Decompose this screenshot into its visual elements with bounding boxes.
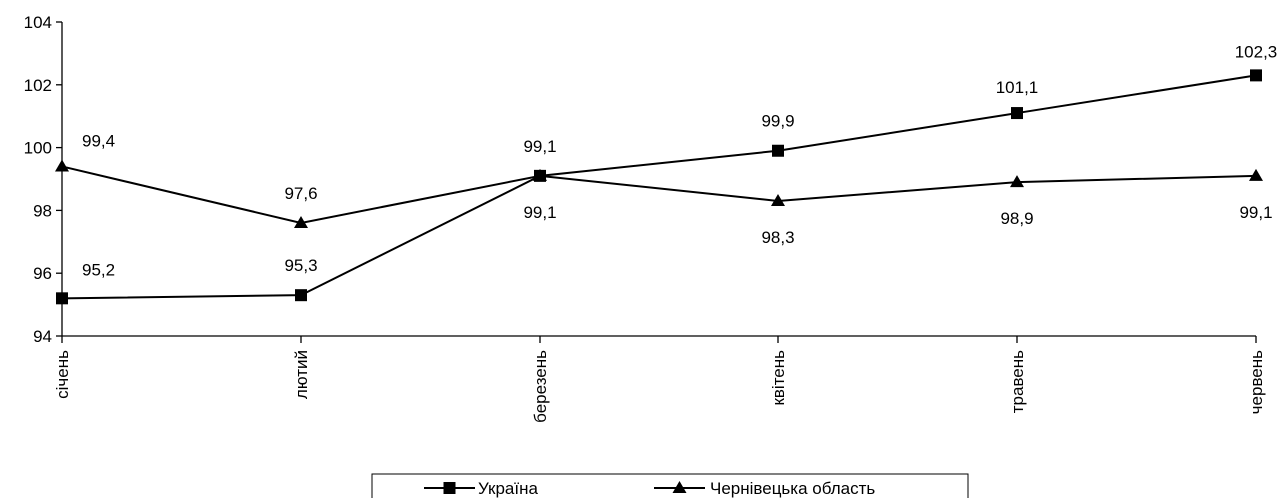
series-1-point bbox=[1010, 175, 1024, 188]
data-labels-layer: 95,2 95,3 99,1 99,9 101,1 102,3 99,4 97,6 99,1 98… bbox=[82, 42, 1277, 279]
series-0-point bbox=[56, 292, 68, 305]
series-1-point bbox=[294, 215, 308, 228]
y-tick-label: 96 bbox=[33, 264, 52, 283]
x-tick-label: березень bbox=[531, 350, 550, 423]
y-tick-label: 98 bbox=[33, 201, 52, 220]
x-tick-label: червень bbox=[1247, 350, 1266, 414]
legend-entry: Чернівецька область bbox=[710, 479, 875, 498]
data-label: 95,3 bbox=[284, 256, 317, 275]
series-layer bbox=[55, 69, 1263, 305]
y-tick-label: 104 bbox=[24, 13, 52, 32]
data-label: 98,9 bbox=[1000, 209, 1033, 228]
axes bbox=[61, 22, 1256, 337]
data-label: 102,3 bbox=[1235, 42, 1278, 61]
data-label: 99,1 bbox=[1239, 203, 1272, 222]
x-tick-label: січень bbox=[53, 350, 72, 399]
legend: Україна Чернівецька область bbox=[371, 473, 969, 498]
legend-entry: Україна bbox=[478, 479, 538, 498]
legend-marker bbox=[443, 482, 456, 494]
y-tick-label: 94 bbox=[33, 327, 52, 346]
series-line-0 bbox=[61, 74, 1257, 300]
y-axis-ticks: 94 96 98 100 102 104 bbox=[24, 13, 62, 346]
series-0-point bbox=[1011, 107, 1023, 120]
data-label: 99,9 bbox=[761, 112, 794, 131]
series-1-point bbox=[771, 193, 785, 206]
data-label: 95,2 bbox=[82, 260, 115, 279]
series-0-point bbox=[295, 289, 307, 302]
y-tick-label: 102 bbox=[24, 76, 52, 95]
legend-marker bbox=[672, 481, 687, 493]
series-1-point bbox=[533, 168, 547, 181]
legend-box bbox=[371, 473, 969, 498]
data-label: 98,3 bbox=[761, 228, 794, 247]
series-line-1 bbox=[61, 165, 1257, 224]
series-0-point bbox=[772, 144, 784, 157]
series-0-point bbox=[1250, 69, 1262, 82]
y-tick-label: 100 bbox=[24, 139, 52, 158]
x-tick-label: травень bbox=[1008, 350, 1027, 413]
data-label: 99,4 bbox=[82, 131, 115, 150]
data-label: 99,1 bbox=[523, 203, 556, 222]
x-tick-label: лютий bbox=[292, 350, 311, 399]
series-1-point bbox=[55, 159, 69, 172]
data-label: 99,1 bbox=[523, 137, 556, 156]
x-axis-ticks: січень лютий березень квітень травень червень bbox=[53, 336, 1266, 423]
x-tick-label: квітень bbox=[769, 350, 788, 406]
data-label: 97,6 bbox=[284, 184, 317, 203]
data-label: 101,1 bbox=[996, 78, 1039, 97]
series-1-point bbox=[1249, 168, 1263, 181]
